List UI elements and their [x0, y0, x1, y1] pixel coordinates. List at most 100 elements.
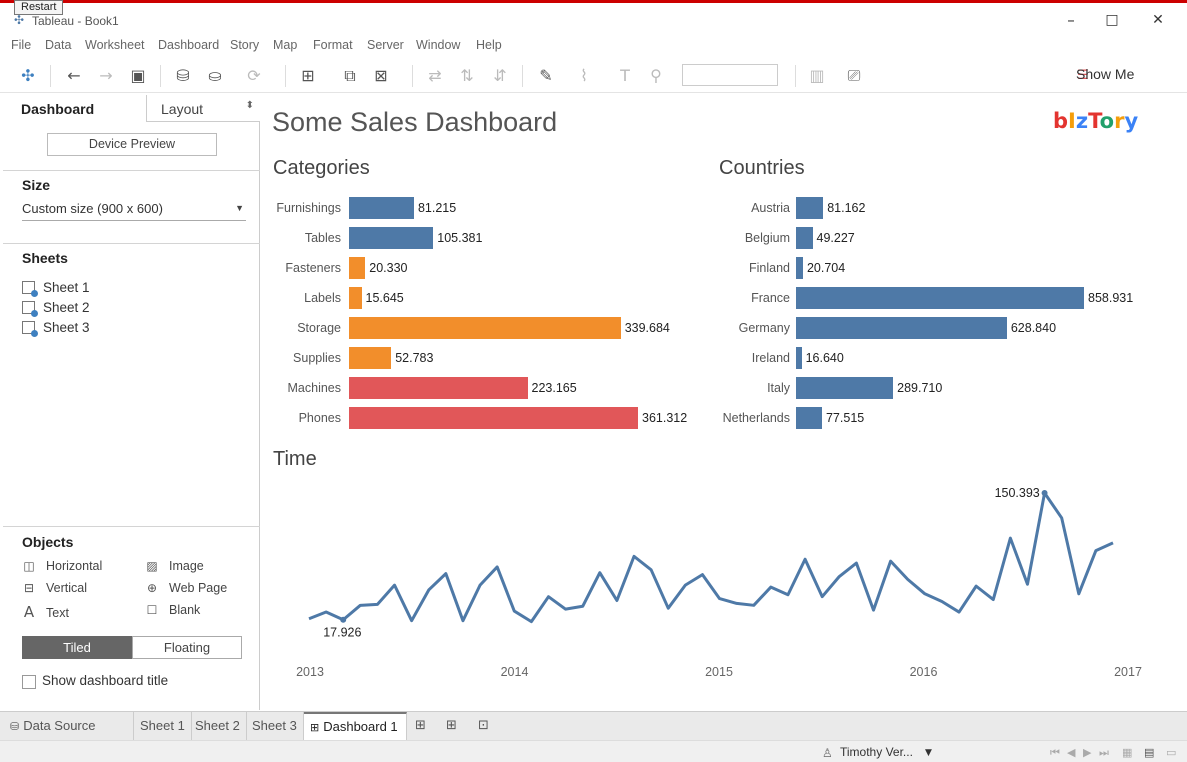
tableau-home-icon[interactable]: ✣	[21, 66, 35, 85]
refresh-icon[interactable]: ⟳	[247, 66, 261, 85]
menu-window[interactable]: Window	[416, 38, 461, 52]
bar[interactable]	[349, 197, 414, 219]
tab-dashboard[interactable]: Dashboard	[21, 101, 95, 117]
sheet-label: Sheet 2	[43, 300, 90, 315]
object-label: Vertical	[46, 581, 87, 595]
bar[interactable]	[349, 377, 528, 399]
duplicate-sheet-icon[interactable]: ⧉	[344, 66, 356, 85]
object-image[interactable]: ▨ Image	[145, 559, 203, 573]
floating-button[interactable]: Floating	[132, 636, 242, 659]
save-icon[interactable]: ▣	[130, 66, 146, 85]
bar-value-label: 81.215	[417, 201, 457, 215]
size-dropdown[interactable]: Custom size (900 x 600) ▼	[22, 201, 246, 221]
object-text[interactable]: A Text	[22, 603, 69, 621]
menu-worksheet[interactable]: Worksheet	[85, 38, 145, 52]
bar-label: Netherlands	[722, 411, 790, 425]
menu-dashboard[interactable]: Dashboard	[158, 38, 220, 52]
tab-sheet-3[interactable]: Sheet 3	[246, 712, 304, 741]
filmstrip-view-icon[interactable]: ▤	[1144, 746, 1155, 759]
new-worksheet-icon[interactable]: ⊞	[301, 66, 315, 85]
sort-ascending-icon[interactable]: ⇅	[460, 66, 474, 85]
tiled-button[interactable]: Tiled	[22, 636, 132, 659]
tab-sheet-1[interactable]: Sheet 1	[134, 712, 192, 741]
bar[interactable]	[796, 407, 822, 429]
sheet-list-item-1[interactable]: Sheet 1	[22, 280, 90, 298]
group-icon[interactable]: ⌇	[580, 66, 588, 85]
menu-data[interactable]: Data	[45, 38, 72, 52]
tab-dashboard-1[interactable]: ⊞ Dashboard 1	[304, 712, 407, 741]
clear-sheet-icon[interactable]: ⊠	[374, 66, 388, 85]
categories-title: Categories	[273, 157, 370, 179]
bar[interactable]	[796, 287, 1084, 309]
fix-axes-icon[interactable]: ⚲	[650, 66, 662, 85]
bar[interactable]	[349, 227, 434, 249]
bar[interactable]	[796, 377, 894, 399]
chevron-down-icon: ▼	[235, 203, 244, 213]
menu-server[interactable]: Server	[367, 38, 404, 52]
tab-sheet-2[interactable]: Sheet 2	[189, 712, 247, 741]
time-line-chart[interactable]: 150.393 17.926 2013 2014 2015 2016 2017	[261, 465, 1185, 710]
bar-value-label: 858.931	[1088, 291, 1134, 305]
menu-file[interactable]: File	[11, 38, 32, 52]
menu-help[interactable]: Help	[476, 38, 502, 52]
grid-view-icon[interactable]: ▦	[1122, 746, 1133, 759]
menu-story[interactable]: Story	[230, 38, 260, 52]
bar[interactable]	[349, 287, 362, 309]
object-vertical[interactable]: ⊟ Vertical	[22, 581, 87, 595]
status-bar: ♙ Timothy Ver... ▼ ⏮ ◀ ▶ ⏭ ▦ ▤ ▭	[0, 740, 1187, 762]
next-page-icon[interactable]: ▶	[1083, 746, 1092, 759]
bar[interactable]	[796, 347, 802, 369]
prev-page-icon[interactable]: ◀	[1067, 746, 1076, 759]
redo-icon[interactable]: →	[99, 66, 113, 85]
highlight-icon[interactable]: ✎	[539, 66, 553, 85]
swap-icon[interactable]: ⇄	[428, 66, 442, 85]
annotation-point[interactable]	[1041, 490, 1048, 496]
show-me-icon[interactable]: ☰	[1077, 68, 1089, 83]
time-series-line[interactable]	[308, 491, 1114, 624]
bar[interactable]	[349, 407, 638, 429]
tab-view-icon[interactable]: ▭	[1166, 746, 1177, 759]
bar[interactable]	[796, 227, 813, 249]
image-icon: ▨	[146, 559, 158, 573]
bar[interactable]	[796, 317, 1007, 339]
bar[interactable]	[796, 257, 803, 279]
new-dashboard-tab-icon[interactable]: ⊞	[446, 718, 457, 733]
undo-icon[interactable]: ←	[67, 66, 81, 85]
bar[interactable]	[349, 347, 392, 369]
user-dropdown-icon[interactable]: ▼	[925, 748, 932, 758]
fit-icon[interactable]: ▥	[809, 66, 825, 85]
bar[interactable]	[349, 317, 621, 339]
object-horizontal[interactable]: ◫ Horizontal	[22, 559, 102, 573]
user-name[interactable]: Timothy Ver...	[840, 745, 913, 759]
show-labels-icon[interactable]: T	[620, 66, 630, 85]
new-worksheet-tab-icon[interactable]: ⊞	[415, 718, 426, 733]
bar-label: Germany	[738, 321, 790, 335]
annotation-point[interactable]	[340, 616, 347, 623]
bar-label: Supplies	[293, 351, 341, 365]
last-page-icon[interactable]: ⏭	[1099, 746, 1109, 759]
bar-value-label: 339.684	[624, 321, 670, 335]
show-me-button[interactable]: Show Me	[1076, 66, 1135, 82]
minimize-button[interactable]: –	[1067, 11, 1075, 29]
device-preview-button[interactable]: Device Preview	[47, 133, 217, 156]
tab-layout[interactable]: Layout ⬍	[146, 95, 260, 122]
close-button[interactable]: ✕	[1152, 12, 1164, 28]
sheet-list-item-3[interactable]: Sheet 3	[22, 320, 90, 338]
new-data-source-icon[interactable]: ⛁	[176, 66, 190, 85]
sort-descending-icon[interactable]: ⇵	[493, 66, 507, 85]
menu-map[interactable]: Map	[273, 38, 298, 52]
fit-dropdown[interactable]	[682, 64, 778, 86]
menu-format[interactable]: Format	[313, 38, 353, 52]
show-title-checkbox[interactable]	[22, 675, 36, 689]
bar[interactable]	[796, 197, 824, 219]
bar[interactable]	[349, 257, 366, 279]
pause-updates-icon[interactable]: ⛀	[208, 66, 222, 85]
new-story-tab-icon[interactable]: ⊡	[478, 718, 489, 733]
tab-data-source[interactable]: ⛁ Data Source	[4, 712, 134, 741]
object-blank[interactable]: ☐ Blank	[145, 603, 201, 617]
object-web-page[interactable]: ⊕ Web Page	[145, 581, 227, 595]
presentation-mode-icon[interactable]: ⎚	[847, 66, 861, 85]
sheet-list-item-2[interactable]: Sheet 2	[22, 300, 90, 318]
first-page-icon[interactable]: ⏮	[1050, 746, 1060, 759]
maximize-button[interactable]: □	[1105, 12, 1119, 28]
